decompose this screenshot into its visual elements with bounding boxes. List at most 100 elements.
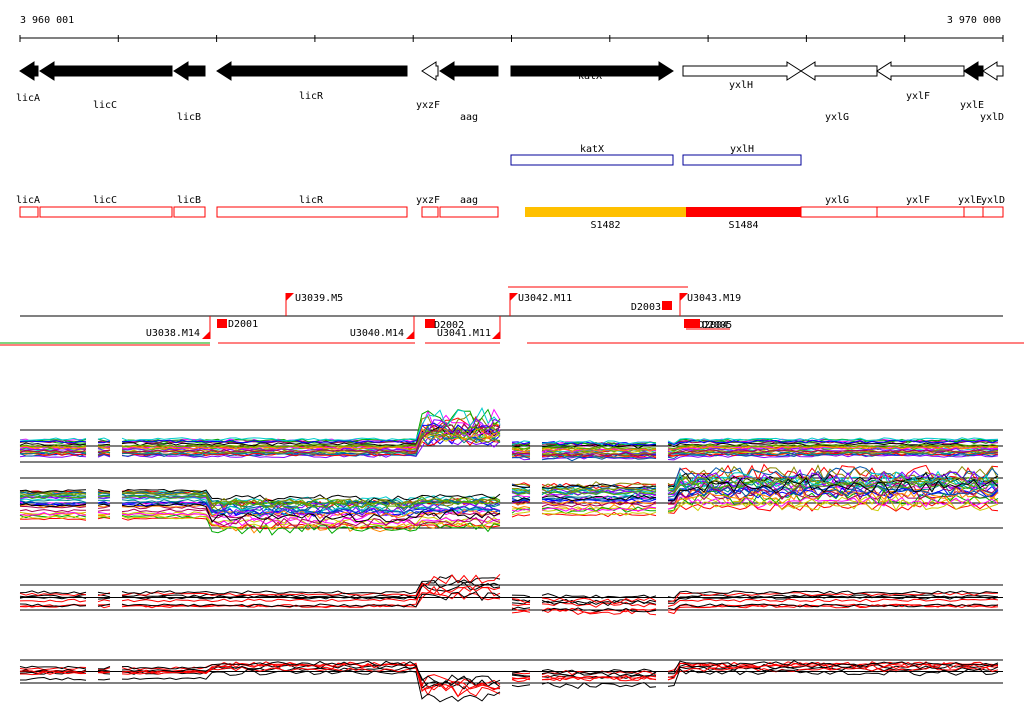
gene-yxlG[interactable]: yxlG — [800, 61, 878, 123]
terminator-label: D2001 — [228, 319, 258, 330]
segment-label: S1484 — [728, 220, 758, 231]
red-feature-yxlD[interactable]: yxlD — [981, 195, 1005, 218]
promoter-U3041.M11[interactable]: U3041.M11 — [437, 316, 501, 339]
segment-S1482[interactable]: S1482 — [525, 207, 686, 231]
ruler-start-label: 3 960 001 — [20, 15, 74, 26]
gene-katX[interactable]: katX — [510, 61, 674, 82]
blue-feature-katX[interactable]: katX — [510, 144, 674, 166]
gene-licC[interactable]: licC — [39, 61, 173, 111]
gene-label: yxzF — [416, 100, 440, 111]
feature-label: yxlD — [981, 195, 1005, 206]
promoter-U3042.M11[interactable]: U3042.M11 — [509, 293, 572, 316]
feature-label: aag — [460, 195, 478, 206]
expression-trace — [19, 573, 999, 605]
gene-yxlH[interactable]: yxlH — [682, 61, 802, 91]
gene-label: yxlE — [960, 100, 984, 111]
gene-label: yxlF — [906, 91, 930, 102]
terminator-D2001[interactable]: D2001 — [217, 319, 258, 330]
terminator-label: D2005 — [702, 320, 732, 331]
red-feature-licC[interactable]: licC — [39, 195, 173, 218]
feature-box — [963, 206, 984, 218]
promoter-label: U3042.M11 — [518, 293, 572, 304]
segment-bar — [525, 207, 686, 217]
feature-box — [421, 206, 439, 218]
promoter-U3043.M19[interactable]: U3043.M19 — [679, 293, 741, 316]
gene-yxzF[interactable]: yxzF — [416, 61, 440, 111]
gene-arrow — [876, 61, 965, 81]
gene-label: licB — [177, 112, 201, 123]
expression-trace — [19, 661, 999, 698]
promoter-label: U3039.M5 — [295, 293, 343, 304]
gene-yxlF[interactable]: yxlF — [876, 61, 965, 102]
terminator-box — [662, 301, 672, 310]
red-feature-aag[interactable]: aag — [439, 195, 499, 218]
blue-feature-yxlH[interactable]: yxlH — [682, 144, 802, 166]
gene-label: licC — [93, 100, 117, 111]
expression-trace — [19, 581, 999, 605]
feature-box — [19, 206, 39, 218]
feature-box — [682, 154, 802, 166]
segment-S1484[interactable]: S1484 — [686, 207, 801, 231]
gene-licB[interactable]: licB — [173, 61, 206, 123]
terminator-box — [684, 319, 694, 328]
promoter-label: U3040.M14 — [350, 328, 404, 339]
feature-box — [982, 206, 1004, 218]
expression-trace — [20, 668, 999, 703]
expression-trace — [19, 433, 999, 459]
expression-trace — [19, 585, 999, 608]
red-feature-yxlF[interactable]: yxlF — [876, 195, 965, 218]
promoter-flag — [492, 331, 500, 339]
terminator-label: D2004 — [698, 320, 728, 331]
gene-arrow — [216, 61, 408, 81]
feature-box — [439, 206, 499, 218]
promoter-U3040.M14[interactable]: U3040.M14 — [350, 316, 415, 339]
expression-trace — [19, 579, 999, 599]
expression-panel — [19, 573, 1003, 616]
gene-arrow — [682, 61, 802, 81]
expression-trace — [19, 427, 999, 452]
gene-label: yxlD — [980, 112, 1004, 123]
red-feature-yxzF[interactable]: yxzF — [416, 195, 440, 218]
expression-trace — [19, 498, 999, 531]
gene-licA[interactable]: licA — [16, 61, 40, 104]
expression-trace — [19, 407, 999, 446]
expression-trace — [19, 660, 999, 684]
gene-arrow — [982, 61, 1004, 81]
gene-arrow — [39, 61, 173, 81]
feature-box — [39, 206, 173, 218]
gene-label: yxlG — [825, 112, 849, 123]
terminator-D2005[interactable]: D2005 — [690, 319, 732, 331]
red-feature-licA[interactable]: licA — [16, 195, 40, 218]
gene-yxlE[interactable]: yxlE — [960, 61, 984, 111]
feature-box — [173, 206, 206, 218]
expression-trace — [19, 424, 999, 449]
terminator-D2004[interactable]: D2004 — [684, 319, 728, 331]
expression-trace — [19, 476, 999, 507]
terminator-box — [690, 319, 700, 328]
blue-feature-track: katX yxlH — [510, 144, 802, 166]
segment-label: S1482 — [590, 220, 620, 231]
coordinate-ruler: 3 960 001 3 970 000 — [19, 15, 1004, 42]
feature-label: yxlH — [730, 144, 754, 155]
red-feature-yxlG[interactable]: yxlG — [800, 195, 878, 218]
expression-trace — [19, 408, 999, 447]
promoter-label: U3043.M19 — [687, 293, 741, 304]
gene-yxlD[interactable]: yxlD — [980, 61, 1004, 123]
terminator-D2003[interactable]: D2003 — [631, 301, 672, 313]
terminator-D2002[interactable]: D2002 — [425, 319, 464, 331]
expression-trace — [19, 591, 999, 613]
red-feature-licR[interactable]: licR — [216, 195, 408, 218]
expression-trace — [19, 472, 999, 503]
segment-bar — [686, 207, 801, 217]
terminator-box — [217, 319, 227, 328]
feature-box — [510, 154, 674, 166]
gene-label: licA — [16, 93, 40, 104]
feature-label: licB — [177, 195, 201, 206]
gene-label: yxlH — [729, 80, 753, 91]
red-feature-licB[interactable]: licB — [173, 195, 206, 218]
promoter-U3039.M5[interactable]: U3039.M5 — [285, 293, 343, 316]
gene-aag[interactable]: aag — [439, 61, 499, 123]
gene-licR[interactable]: licR — [216, 61, 408, 102]
promoter-U3038.M14[interactable]: U3038.M14 — [146, 316, 211, 339]
